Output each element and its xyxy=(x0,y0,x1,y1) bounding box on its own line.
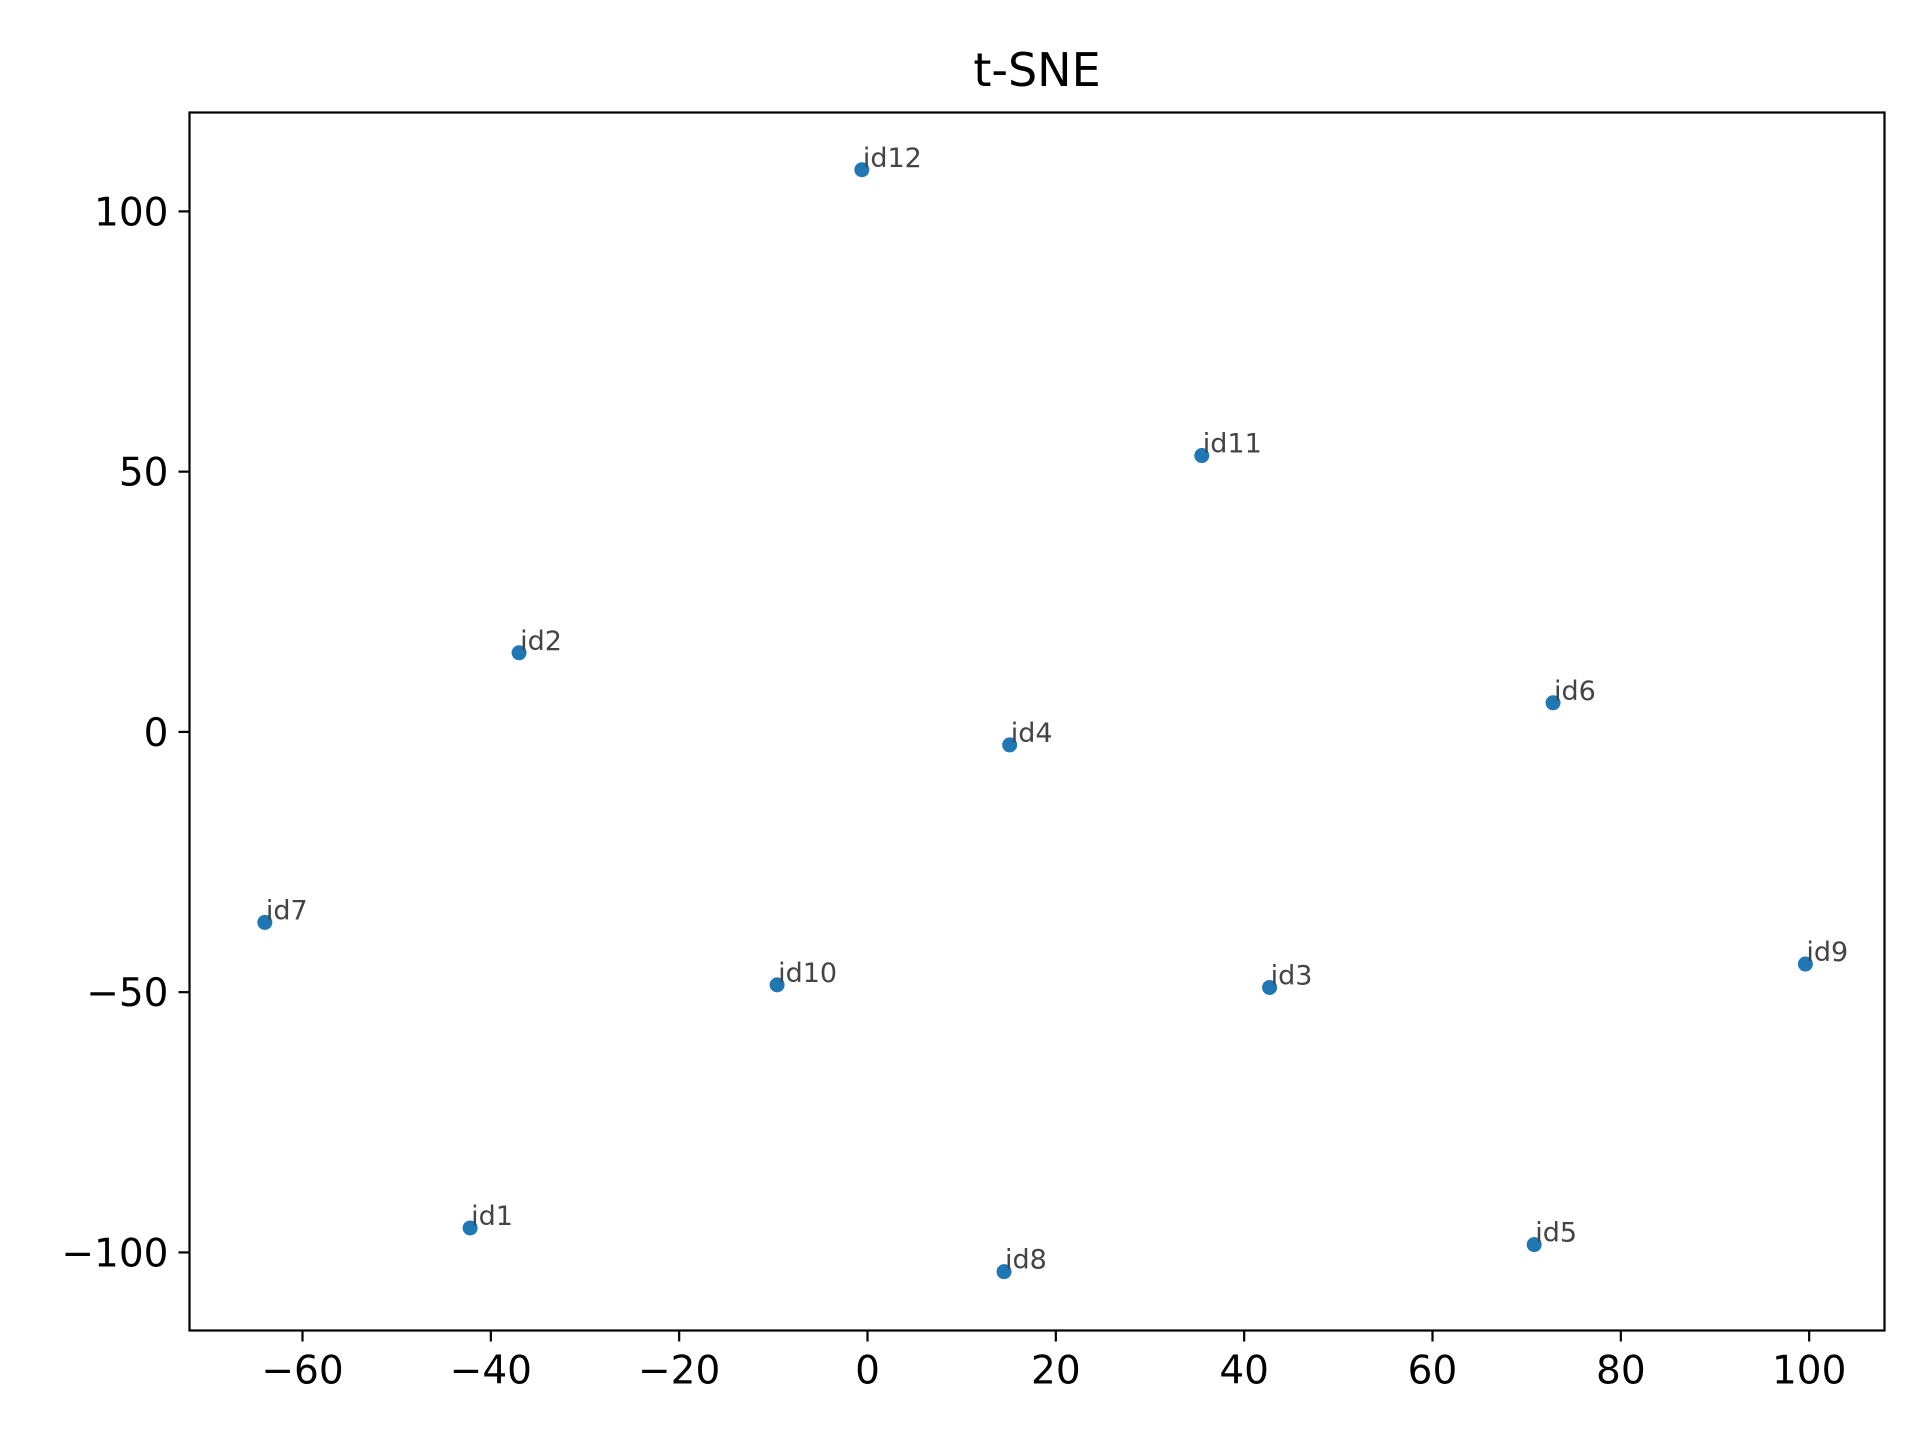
plot-frame xyxy=(188,111,1886,1332)
point-label: id9 xyxy=(1806,937,1848,968)
point-label: id10 xyxy=(778,958,837,989)
scatter-points: id1 id2 id3 id4 id5 id6 id7 id8 id9 id10 id11 id12 xyxy=(257,143,1848,1280)
scatter-point xyxy=(1002,737,1018,753)
point-label: id1 xyxy=(471,1201,513,1232)
y-tick-label: −100 xyxy=(61,1231,168,1276)
point-label: id4 xyxy=(1011,718,1053,749)
point-label: id8 xyxy=(1005,1245,1047,1276)
scatter-point xyxy=(462,1220,478,1236)
point-label: id11 xyxy=(1203,429,1262,460)
x-tick-label: 60 xyxy=(1408,1349,1458,1394)
scatter-point xyxy=(511,645,527,661)
y-tick-label: 100 xyxy=(94,190,168,235)
scatter-point xyxy=(1545,695,1561,711)
x-tick-label: 80 xyxy=(1596,1349,1646,1394)
x-tick-label: 40 xyxy=(1219,1349,1269,1394)
scatter-point xyxy=(1194,448,1210,464)
point-label: id2 xyxy=(520,626,562,657)
scatter-point xyxy=(1262,979,1278,995)
y-axis: 100 50 0 −50 −100 xyxy=(61,190,190,1276)
x-tick-label: −20 xyxy=(638,1349,720,1394)
scatter-point xyxy=(769,977,785,993)
chart-title: t-SNE xyxy=(973,43,1100,97)
x-tick-label: 0 xyxy=(855,1349,880,1394)
x-tick-label: 100 xyxy=(1772,1349,1846,1394)
scatter-point xyxy=(1526,1237,1542,1253)
scatter-point xyxy=(854,162,870,178)
x-axis: −60 −40 −20 0 20 40 60 80 100 xyxy=(261,1330,1846,1394)
point-label: id12 xyxy=(863,143,922,174)
y-tick-label: −50 xyxy=(86,971,168,1016)
point-label: id3 xyxy=(1271,960,1313,991)
point-label: id6 xyxy=(1554,676,1596,707)
x-tick-label: 20 xyxy=(1031,1349,1081,1394)
y-tick-label: 50 xyxy=(119,451,169,496)
point-label: id5 xyxy=(1535,1218,1577,1249)
scatter-point xyxy=(996,1264,1012,1280)
scatter-point xyxy=(1797,956,1813,972)
scatter-point xyxy=(257,914,273,930)
point-label: id7 xyxy=(266,895,308,926)
x-tick-label: −40 xyxy=(450,1349,532,1394)
x-tick-label: −60 xyxy=(261,1349,343,1394)
y-tick-label: 0 xyxy=(144,711,169,756)
